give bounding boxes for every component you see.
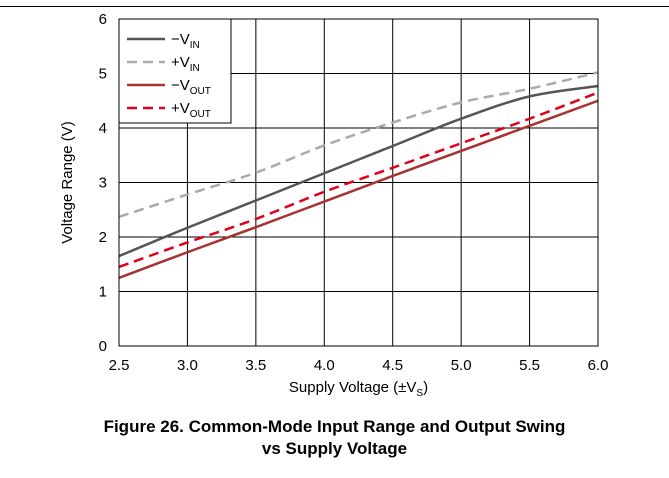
y-tick-label: 5 — [99, 66, 107, 83]
chart: 2.5 3.0 3.5 4.0 4.5 5.0 5.5 6.0 0 1 2 3 4 5 6 Supply V… — [59, 11, 609, 399]
y-tick-label: 2 — [99, 229, 107, 246]
x-tick-label: 4.0 — [314, 357, 335, 374]
y-axis-title: Voltage Range (V) — [59, 121, 76, 244]
x-tick-label: 2.5 — [109, 357, 130, 374]
legend-label: −VIN — [171, 31, 200, 51]
legend-box — [118, 18, 232, 124]
y-tick-label: 3 — [99, 175, 107, 192]
y-tick-label: 1 — [99, 284, 107, 301]
y-tick-label: 0 — [99, 338, 107, 355]
legend-label: −VOUT — [171, 77, 211, 97]
top-rule — [0, 6, 669, 7]
tick-labels: 2.5 3.0 3.5 4.0 4.5 5.0 5.5 6.0 0 1 2 3 4 5 6 — [99, 11, 609, 374]
caption-line-2: vs Supply Voltage — [261, 439, 408, 458]
legend-label: +VOUT — [171, 100, 211, 120]
legend-label: +VIN — [171, 54, 200, 74]
y-tick-label: 4 — [99, 120, 107, 137]
x-tick-label: 5.5 — [519, 357, 540, 374]
y-tick-label: 6 — [99, 11, 107, 28]
x-tick-label: 3.5 — [245, 357, 266, 374]
plot-frame — [118, 18, 599, 347]
series-line-1 — [118, 71, 599, 219]
x-tick-label: 5.0 — [451, 357, 472, 374]
x-tick-label: 3.0 — [177, 357, 198, 374]
series-line-2 — [118, 99, 599, 280]
x-tick-label: 6.0 — [588, 357, 609, 374]
x-tick-label: 4.5 — [382, 357, 403, 374]
x-axis-title: Supply Voltage (±VS) — [289, 379, 428, 399]
series-lines — [118, 71, 599, 280]
legend: −VIN +VIN −VOUT +VOUT — [118, 18, 232, 124]
figure-caption: Figure 26. Common-Mode Input Range and O… — [0, 416, 669, 460]
series-line-0 — [118, 84, 599, 258]
caption-line-1: Figure 26. Common-Mode Input Range and O… — [103, 417, 566, 436]
